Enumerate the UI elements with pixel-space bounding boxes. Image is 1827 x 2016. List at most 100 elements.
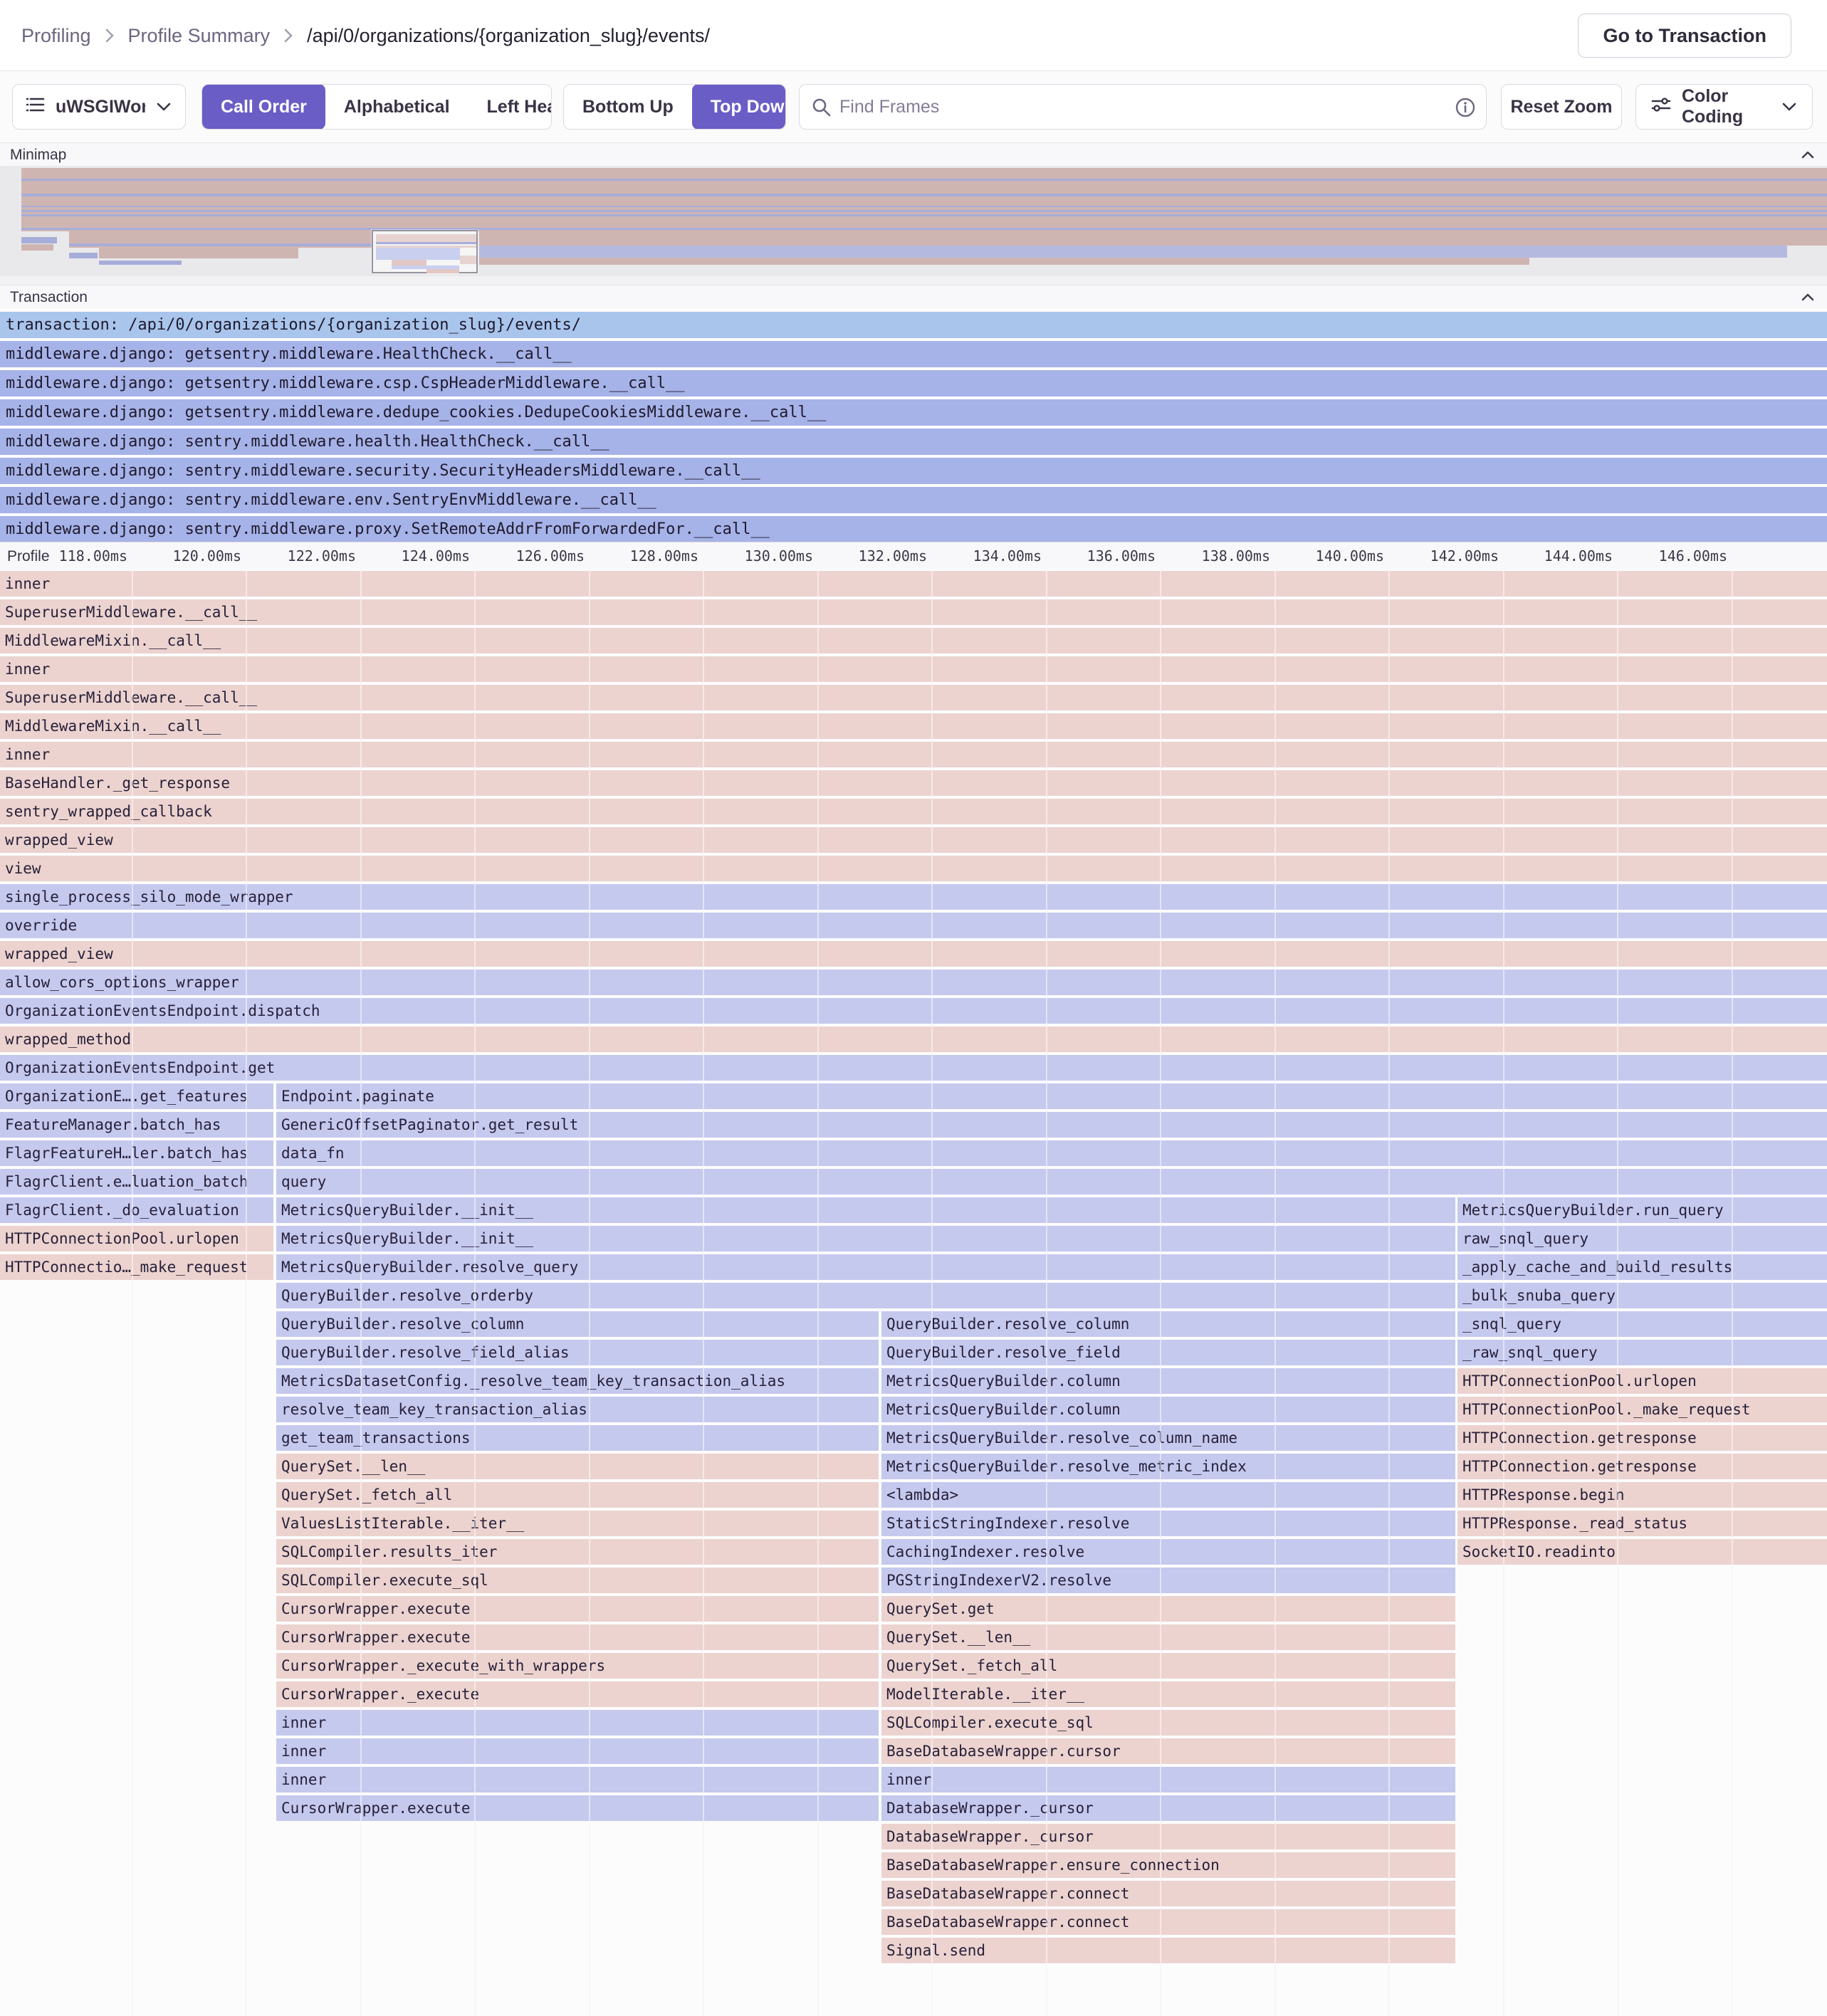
sort-option-call-order[interactable]: Call Order: [202, 85, 325, 129]
minimap-viewport[interactable]: [372, 230, 478, 273]
flame-frame[interactable]: resolve_team_key_transaction_alias: [276, 1397, 879, 1422]
flame-frame[interactable]: HTTPResponse.begin: [1457, 1482, 1827, 1508]
flame-frame[interactable]: HTTPConnectionPool.urlopen: [1457, 1368, 1827, 1394]
flame-frame[interactable]: QuerySet.__len__: [881, 1624, 1455, 1650]
flame-frame[interactable]: SocketIO.readinto: [1457, 1539, 1827, 1565]
transaction-span-row[interactable]: middleware.django: getsentry.middleware.…: [0, 341, 1827, 367]
flame-frame[interactable]: FlagrFeatureH…ler.batch_has: [0, 1140, 273, 1166]
flame-frame[interactable]: wrapped_method: [0, 1027, 1827, 1052]
flame-frame[interactable]: inner: [0, 656, 1827, 682]
go-to-transaction-button[interactable]: Go to Transaction: [1578, 14, 1791, 58]
flame-frame[interactable]: HTTPConnectio…_make_request: [0, 1254, 273, 1280]
flame-frame[interactable]: QuerySet.get: [881, 1596, 1455, 1622]
direction-option-top-down[interactable]: Top Down: [691, 85, 785, 129]
flame-frame[interactable]: BaseDatabaseWrapper.connect: [881, 1909, 1455, 1935]
transaction-span-row[interactable]: middleware.django: sentry.middleware.env…: [0, 487, 1827, 513]
flame-frame[interactable]: FlagrClient.e…luation_batch: [0, 1169, 273, 1195]
flame-frame[interactable]: QueryBuilder.resolve_field_alias: [276, 1340, 879, 1365]
flame-frame[interactable]: MiddlewareMixin.__call__: [0, 713, 1827, 739]
flame-frame[interactable]: QuerySet._fetch_all: [881, 1653, 1455, 1679]
flame-frame[interactable]: <lambda>: [881, 1482, 1455, 1508]
flame-frame[interactable]: _apply_cache_and_build_results: [1457, 1254, 1827, 1280]
flame-frame[interactable]: Endpoint.paginate: [276, 1083, 1827, 1109]
transaction-span-row[interactable]: middleware.django: sentry.middleware.sec…: [0, 458, 1827, 484]
search-input[interactable]: [839, 85, 1445, 128]
info-icon[interactable]: [1455, 97, 1476, 123]
flame-frame[interactable]: BaseDatabaseWrapper.connect: [881, 1881, 1455, 1906]
breadcrumb-profiling[interactable]: Profiling: [21, 24, 91, 46]
flamegraph[interactable]: inner SuperuserMiddleware.__call__ Middlew…: [0, 569, 1827, 2016]
flame-frame[interactable]: MetricsDatasetConfig._resolve_team_key_t…: [276, 1368, 879, 1394]
flame-frame[interactable]: inner: [276, 1767, 879, 1792]
flame-frame[interactable]: single_process_silo_mode_wrapper: [0, 884, 1827, 910]
flame-frame[interactable]: ValuesListIterable.__iter__: [276, 1511, 879, 1536]
flame-frame[interactable]: MiddlewareMixin.__call__: [0, 628, 1827, 653]
flame-frame[interactable]: MetricsQueryBuilder.column: [881, 1368, 1455, 1394]
breadcrumb-profile-summary[interactable]: Profile Summary: [127, 24, 271, 46]
flame-frame[interactable]: data_fn: [276, 1140, 1827, 1166]
flame-frame[interactable]: QueryBuilder.resolve_column: [881, 1311, 1455, 1337]
flame-frame[interactable]: MetricsQueryBuilder.resolve_metric_index: [881, 1454, 1455, 1479]
sort-option-alphabetical[interactable]: Alphabetical: [343, 96, 450, 117]
flame-frame[interactable]: MetricsQueryBuilder.resolve_column_name: [881, 1425, 1455, 1451]
flame-frame[interactable]: inner: [0, 742, 1827, 767]
flame-frame[interactable]: ModelIterable.__iter__: [881, 1681, 1455, 1707]
flame-frame[interactable]: get_team_transactions: [276, 1425, 879, 1451]
flame-frame[interactable]: BaseDatabaseWrapper.ensure_connection: [881, 1852, 1455, 1878]
flame-frame[interactable]: QueryBuilder.resolve_orderby: [276, 1283, 1455, 1308]
flame-frame[interactable]: override: [0, 913, 1827, 938]
flame-frame[interactable]: OrganizationEventsEndpoint.dispatch: [0, 998, 1827, 1024]
flame-frame[interactable]: allow_cors_options_wrapper: [0, 970, 1827, 995]
flame-frame[interactable]: HTTPConnection.getresponse: [1457, 1425, 1827, 1451]
transaction-span-row[interactable]: middleware.django: getsentry.middleware.…: [0, 370, 1827, 397]
flame-frame[interactable]: FlagrClient._do_evaluation: [0, 1197, 273, 1223]
flame-frame[interactable]: inner: [276, 1710, 879, 1736]
flame-frame[interactable]: QuerySet._fetch_all: [276, 1482, 879, 1508]
flame-frame[interactable]: QuerySet.__len__: [276, 1454, 879, 1479]
flame-frame[interactable]: StaticStringIndexer.resolve: [881, 1511, 1455, 1536]
flame-frame[interactable]: CursorWrapper._execute: [276, 1681, 879, 1707]
collapse-minimap-icon[interactable]: [1800, 148, 1816, 165]
transaction-span-row[interactable]: middleware.django: sentry.middleware.hea…: [0, 429, 1827, 455]
collapse-transaction-icon[interactable]: [1800, 290, 1816, 308]
sort-option-left-heavy[interactable]: Left Heavy: [486, 96, 551, 117]
flame-frame[interactable]: OrganizationEventsEndpoint.get: [0, 1055, 1827, 1081]
flame-frame[interactable]: CursorWrapper.execute: [276, 1795, 879, 1821]
flame-frame[interactable]: Signal.send: [881, 1938, 1455, 1963]
flame-frame[interactable]: _raw_snql_query: [1457, 1340, 1827, 1365]
flame-frame[interactable]: CursorWrapper._execute_with_wrappers: [276, 1653, 879, 1679]
reset-zoom-button[interactable]: Reset Zoom: [1501, 84, 1622, 130]
flame-frame[interactable]: GenericOffsetPaginator.get_result: [276, 1112, 1827, 1138]
flame-frame[interactable]: inner: [881, 1767, 1455, 1792]
flame-frame[interactable]: SQLCompiler.results_iter: [276, 1539, 879, 1565]
flame-frame[interactable]: FeatureManager.batch_has: [0, 1112, 273, 1138]
flame-frame[interactable]: wrapped_view: [0, 941, 1827, 967]
flame-frame[interactable]: HTTPConnectionPool._make_request: [1457, 1397, 1827, 1422]
flame-frame[interactable]: inner: [276, 1738, 879, 1764]
flame-frame[interactable]: MetricsQueryBuilder.run_query: [1457, 1197, 1827, 1223]
flame-frame[interactable]: BaseHandler._get_response: [0, 770, 1827, 796]
transaction-span-row[interactable]: middleware.django: getsentry.middleware.…: [0, 399, 1827, 426]
transaction-span-row[interactable]: middleware.django: sentry.middleware.pro…: [0, 516, 1827, 542]
flame-frame[interactable]: CachingIndexer.resolve: [881, 1539, 1455, 1565]
flame-frame[interactable]: MetricsQueryBuilder.column: [881, 1397, 1455, 1422]
flame-frame[interactable]: HTTPResponse._read_status: [1457, 1511, 1827, 1536]
flame-frame[interactable]: OrganizationE….get_features: [0, 1083, 273, 1109]
flame-frame[interactable]: query: [276, 1169, 1827, 1195]
flame-frame[interactable]: CursorWrapper.execute: [276, 1596, 879, 1622]
flame-frame[interactable]: raw_snql_query: [1457, 1226, 1827, 1251]
thread-selector[interactable]: uWSGIWor…: [12, 84, 186, 130]
flame-frame[interactable]: HTTPConnection.getresponse: [1457, 1454, 1827, 1479]
flame-frame[interactable]: SuperuserMiddleware.__call__: [0, 685, 1827, 710]
color-coding-dropdown[interactable]: Color Coding: [1635, 84, 1813, 130]
flame-frame[interactable]: MetricsQueryBuilder.__init__: [276, 1226, 1455, 1251]
flame-frame[interactable]: DatabaseWrapper._cursor: [881, 1795, 1455, 1821]
flame-frame[interactable]: wrapped_view: [0, 827, 1827, 853]
flame-frame[interactable]: CursorWrapper.execute: [276, 1624, 879, 1650]
flame-frame[interactable]: QueryBuilder.resolve_column: [276, 1311, 879, 1337]
flame-frame[interactable]: _snql_query: [1457, 1311, 1827, 1337]
minimap[interactable]: [0, 166, 1827, 285]
flame-frame[interactable]: HTTPConnectionPool.urlopen: [0, 1226, 273, 1251]
flame-frame[interactable]: sentry_wrapped_callback: [0, 799, 1827, 824]
flame-frame[interactable]: BaseDatabaseWrapper.cursor: [881, 1738, 1455, 1764]
